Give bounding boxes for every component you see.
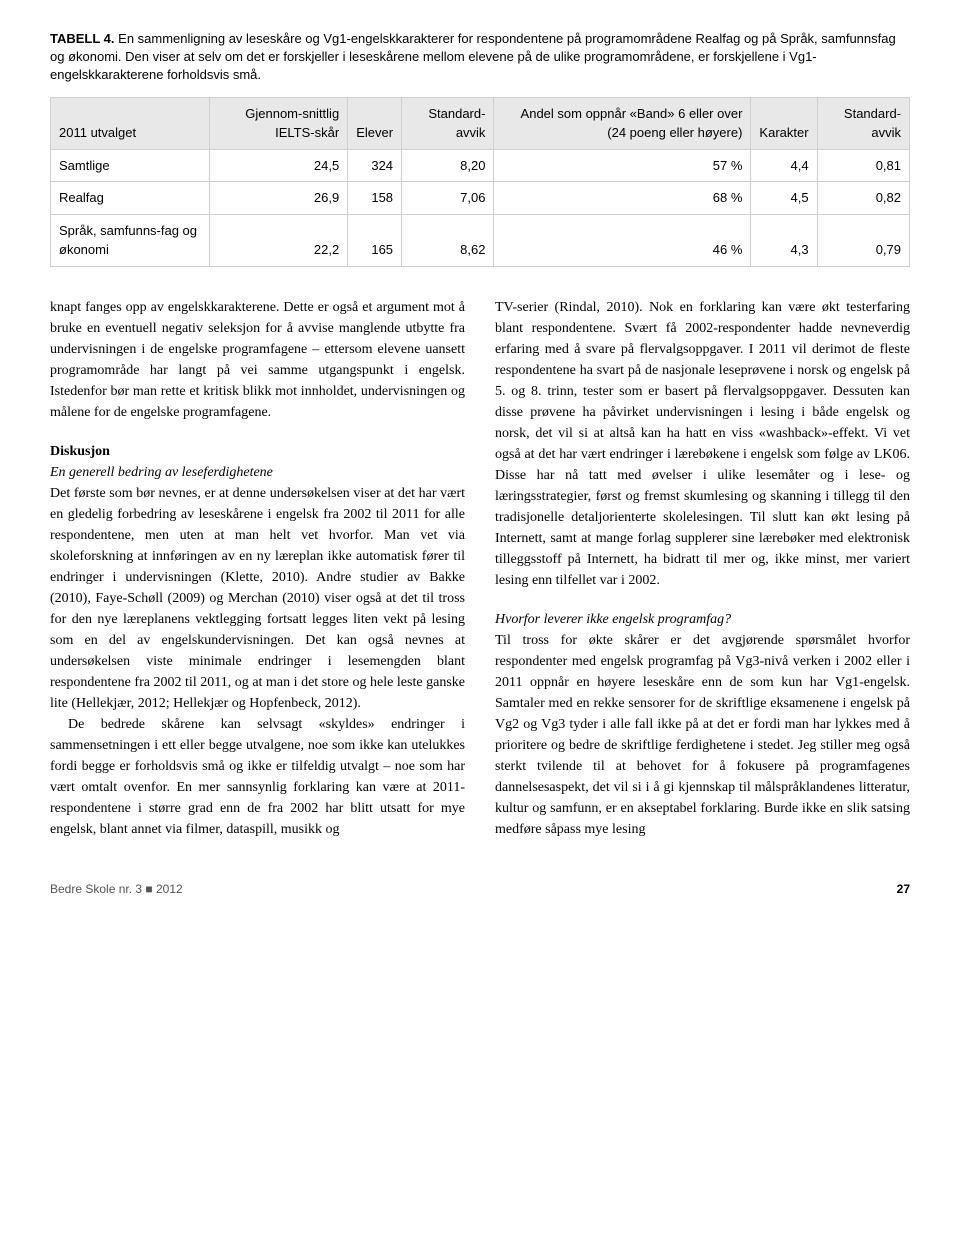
separator-icon: ■ [142,882,156,896]
th-avvik2: Standard-avvik [817,97,909,149]
page-footer: Bedre Skole nr. 3 ■ 2012 27 [50,880,910,898]
table-cell: 26,9 [209,182,348,215]
data-table: 2011 utvalget Gjennom-snittlig IELTS-skå… [50,97,910,267]
table-cell: 0,81 [817,149,909,182]
table-cell: 324 [348,149,402,182]
table-cell: 4,3 [751,214,817,266]
table-caption-text: En sammenligning av leseskåre og Vg1-eng… [50,31,896,82]
table-cell: 4,4 [751,149,817,182]
table-cell: 46 % [494,214,751,266]
paragraph: Det første som bør nevnes, er at denne u… [50,483,465,714]
table-cell: 57 % [494,149,751,182]
table-header-row: 2011 utvalget Gjennom-snittlig IELTS-skå… [51,97,910,149]
section-subtitle: Hvorfor leverer ikke engelsk programfag? [495,609,910,630]
table-cell: 165 [348,214,402,266]
table-cell: 22,2 [209,214,348,266]
table-row: Samtlige24,53248,2057 %4,40,81 [51,149,910,182]
paragraph: knapt fanges opp av engelskkarakterene. … [50,297,465,423]
th-avvik1: Standard-avvik [402,97,494,149]
th-karakter: Karakter [751,97,817,149]
table-cell: Språk, samfunns-fag og økonomi [51,214,210,266]
table-cell: Realfag [51,182,210,215]
page-number: 27 [897,880,910,898]
table-cell: 4,5 [751,182,817,215]
table-cell: 24,5 [209,149,348,182]
th-elever: Elever [348,97,402,149]
footer-left: Bedre Skole nr. 3 ■ 2012 [50,880,183,898]
paragraph: Til tross for økte skårer er det avgjøre… [495,630,910,840]
table-number: TABELL 4. [50,31,115,46]
th-ielts: Gjennom-snittlig IELTS-skår [209,97,348,149]
table-cell: 8,62 [402,214,494,266]
th-utvalget: 2011 utvalget [51,97,210,149]
table-caption: TABELL 4. En sammenligning av leseskåre … [50,30,910,85]
section-title-diskusjon: Diskusjon [50,441,465,462]
table-cell: 0,82 [817,182,909,215]
body-columns: knapt fanges opp av engelskkarakterene. … [50,297,910,840]
table-row: Språk, samfunns-fag og økonomi22,21658,6… [51,214,910,266]
journal-name: Bedre Skole nr. 3 [50,882,142,896]
table-cell: 0,79 [817,214,909,266]
table-cell: 158 [348,182,402,215]
table-cell: 8,20 [402,149,494,182]
paragraph: TV-serier (Rindal, 2010). Nok en forklar… [495,297,910,591]
table-cell: Samtlige [51,149,210,182]
table-cell: 68 % [494,182,751,215]
table-row: Realfag26,91587,0668 %4,50,82 [51,182,910,215]
section-subtitle: En generell bedring av leseferdighetene [50,462,465,483]
table-cell: 7,06 [402,182,494,215]
footer-year: 2012 [156,882,183,896]
th-andel: Andel som oppnår «Band» 6 eller over (24… [494,97,751,149]
paragraph: De bedrede skårene kan selvsagt «skyldes… [50,714,465,840]
